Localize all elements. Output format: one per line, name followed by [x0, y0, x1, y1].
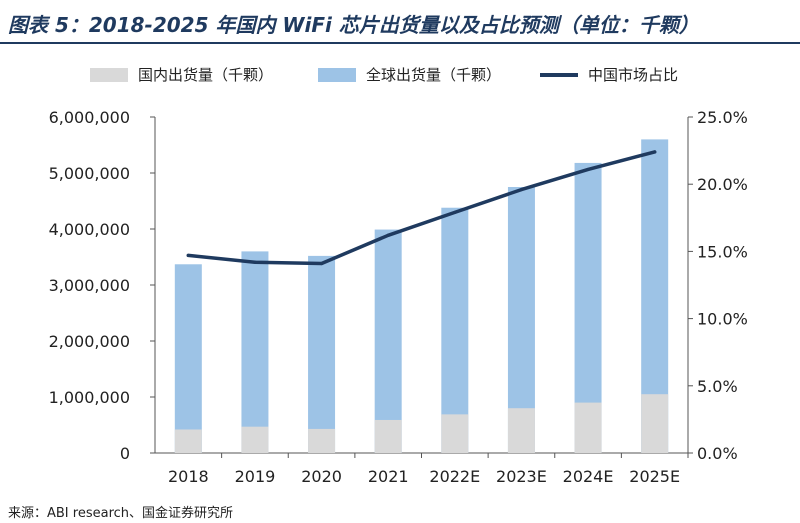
title-bar: 图表 5：2018-2025 年国内 WiFi 芯片出货量以及占比预测（单位：千…	[0, 0, 800, 44]
share-point	[319, 261, 324, 266]
bar-global	[308, 255, 336, 453]
legend-swatch-domestic	[90, 67, 128, 82]
x-tick-label: 2020	[301, 467, 342, 486]
bar-domestic	[174, 429, 202, 453]
share-point	[253, 260, 257, 264]
y-left-tick-label: 1,000,000	[49, 388, 130, 407]
bar-domestic	[241, 426, 269, 453]
y-right-tick-label: 10.0%	[697, 310, 748, 329]
legend-item-share: 中国市场占比	[540, 64, 678, 85]
x-tick-label: 2018	[168, 467, 209, 486]
y-left-tick-label: 2,000,000	[49, 332, 130, 351]
x-tick-label: 2022E	[429, 467, 480, 486]
x-tick-label: 2019	[235, 467, 276, 486]
source-note: 来源：ABI research、国金证券研究所	[8, 506, 234, 521]
share-point	[453, 210, 457, 215]
legend-label-domestic: 国内出货量（千颗）	[138, 66, 274, 84]
share-point	[386, 233, 390, 237]
bar-domestic	[441, 414, 469, 453]
bar-domestic	[641, 394, 669, 453]
y-left-tick-label: 5,000,000	[49, 164, 130, 183]
y-left-tick-label: 0	[120, 444, 130, 463]
legend-label-global: 全球出货量（千颗）	[366, 66, 502, 84]
bar-global	[374, 229, 402, 453]
share-point	[186, 253, 190, 258]
share-point	[519, 187, 524, 192]
chart-title: 图表 5：2018-2025 年国内 WiFi 芯片出货量以及占比预测（单位：千…	[8, 13, 699, 37]
chart-plot: 0 1,000,000 2,000,000 3,000,000 4,000,000 5,0…	[49, 108, 748, 486]
x-tick-label: 2023E	[496, 467, 547, 486]
x-tick-label: 2024E	[563, 467, 614, 486]
y-right-tick-label: 5.0%	[697, 377, 738, 396]
y-right-tick-label: 15.0%	[697, 242, 748, 261]
legend-swatch-share	[540, 72, 578, 77]
bar-domestic	[507, 408, 535, 453]
legend-swatch-global	[318, 67, 356, 82]
share-point	[586, 167, 590, 172]
y-right-tick-label: 0.0%	[697, 444, 738, 463]
share-line	[186, 150, 657, 266]
bar-domestic	[374, 419, 402, 453]
x-tick-label: 2025E	[629, 467, 680, 486]
y-left-tick-label: 6,000,000	[49, 108, 130, 127]
bar-global	[441, 207, 469, 453]
bar-domestic	[308, 428, 336, 453]
share-point	[653, 150, 657, 154]
y-right-tick-label: 20.0%	[697, 175, 748, 194]
bar-global	[241, 251, 269, 453]
legend: 国内出货量（千颗） 全球出货量（千颗） 中国市场占比	[0, 64, 800, 88]
y-left-tick-label: 4,000,000	[49, 220, 130, 239]
y-right-tick-label: 25.0%	[697, 108, 748, 127]
bar-domestic	[574, 402, 602, 453]
legend-label-share: 中国市场占比	[588, 66, 679, 84]
legend-item-global: 全球出货量（千颗）	[318, 64, 501, 85]
bar-global	[174, 264, 202, 453]
legend-item-domestic: 国内出货量（千颗）	[90, 64, 273, 85]
x-tick-label: 2021	[368, 467, 409, 486]
y-left-tick-label: 3,000,000	[49, 276, 130, 295]
